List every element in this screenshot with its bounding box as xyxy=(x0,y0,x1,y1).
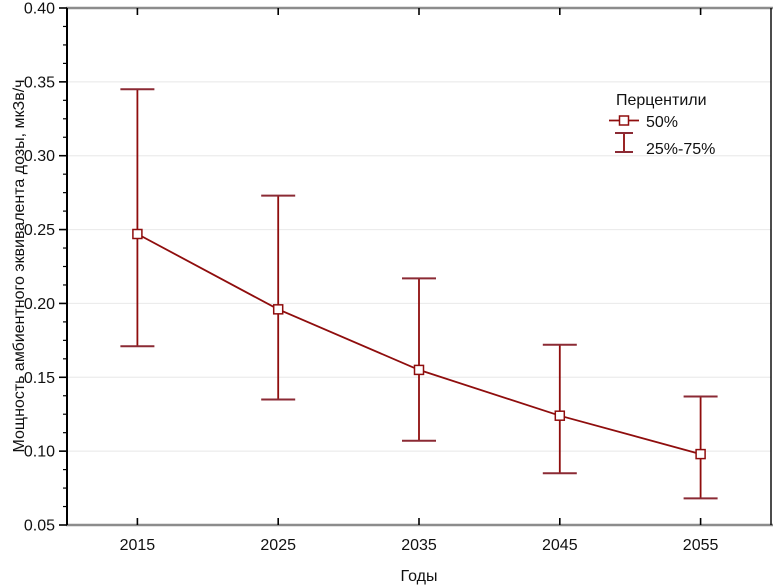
y-tick-label: 0.15 xyxy=(24,370,55,387)
axis-ticks-layer xyxy=(59,7,702,526)
median-series-layer xyxy=(132,228,706,460)
x-tick-label: 2045 xyxy=(542,537,578,554)
legend-item-whisker-label: 25%-75% xyxy=(646,141,715,158)
x-tick-label: 2055 xyxy=(683,537,719,554)
y-tick-label: 0.35 xyxy=(24,74,55,91)
legend-item-median: 50% xyxy=(609,114,678,131)
median-marker xyxy=(695,448,706,460)
y-axis-title: Мощность амбиентного эквивалента дозы, м… xyxy=(11,80,28,453)
median-marker xyxy=(272,304,284,315)
x-tick-label: 2015 xyxy=(120,537,156,554)
x-tick-label: 2035 xyxy=(401,537,437,554)
plot-frame-layer xyxy=(66,6,773,527)
legend-item-median-label: 50% xyxy=(646,114,678,131)
median-marker xyxy=(132,228,143,240)
legend: Перцентили 50% 25%-75% xyxy=(609,92,715,158)
error-bars-layer xyxy=(120,88,718,500)
y-tick-label: 0.40 xyxy=(24,1,55,18)
y-tick-label: 0.30 xyxy=(24,148,55,165)
median-marker xyxy=(554,410,566,421)
median-marker xyxy=(413,364,425,376)
x-tick-label: 2025 xyxy=(260,537,296,554)
legend-title: Перцентили xyxy=(616,92,707,109)
legend-item-whisker: 25%-75% xyxy=(615,132,715,158)
tick-labels-layer: 0.05 0.10 0.15 0.20 0.25 0.30 0.35 0.40 2015 2025… xyxy=(24,1,719,555)
y-tick-label: 0.20 xyxy=(24,296,55,313)
y-tick-label: 0.10 xyxy=(24,444,55,461)
y-tick-label: 0.25 xyxy=(24,222,55,239)
median-marker-icon xyxy=(618,115,630,126)
y-tick-label: 0.05 xyxy=(24,518,55,535)
x-axis-title: Годы xyxy=(401,568,438,585)
